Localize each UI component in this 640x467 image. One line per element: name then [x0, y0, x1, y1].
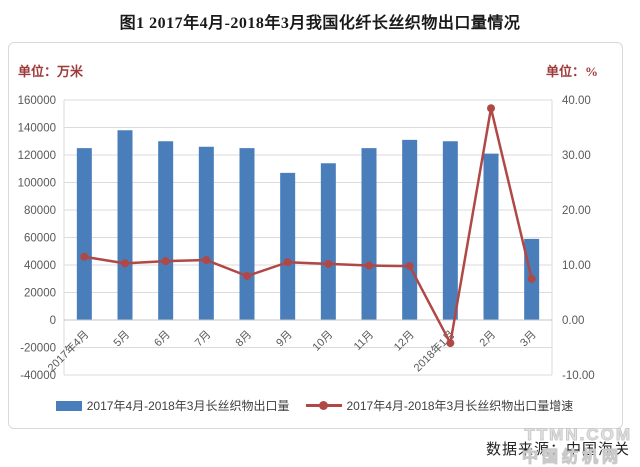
legend-item-growth-rate: 2017年4月-2018年3月长丝织物出口量增速 — [305, 397, 574, 414]
data-source-text: 数据来源：中国海关 — [485, 442, 630, 458]
chart-legend: 2017年4月-2018年3月长丝织物出口量 2017年4月-2018年3月长丝… — [8, 397, 621, 414]
bar-series-swatch — [55, 400, 82, 411]
chart-title: 图1 2017年4月-2018年3月我国化纤长丝织物出口量情况 — [119, 15, 521, 32]
bar-series-label: 2017年4月-2018年3月长丝织物出口量 — [86, 399, 290, 413]
line-series-swatch — [305, 401, 342, 410]
right-axis-unit-label: 单位：% — [546, 64, 599, 79]
line-series-label: 2017年4月-2018年3月长丝织物出口量增速 — [346, 399, 574, 413]
legend-item-export-volume: 2017年4月-2018年3月长丝织物出口量 — [55, 397, 290, 414]
line-marker-dot-icon — [318, 401, 328, 410]
chart-panel — [8, 42, 623, 429]
left-axis-unit-label: 单位：万米 — [18, 64, 84, 79]
